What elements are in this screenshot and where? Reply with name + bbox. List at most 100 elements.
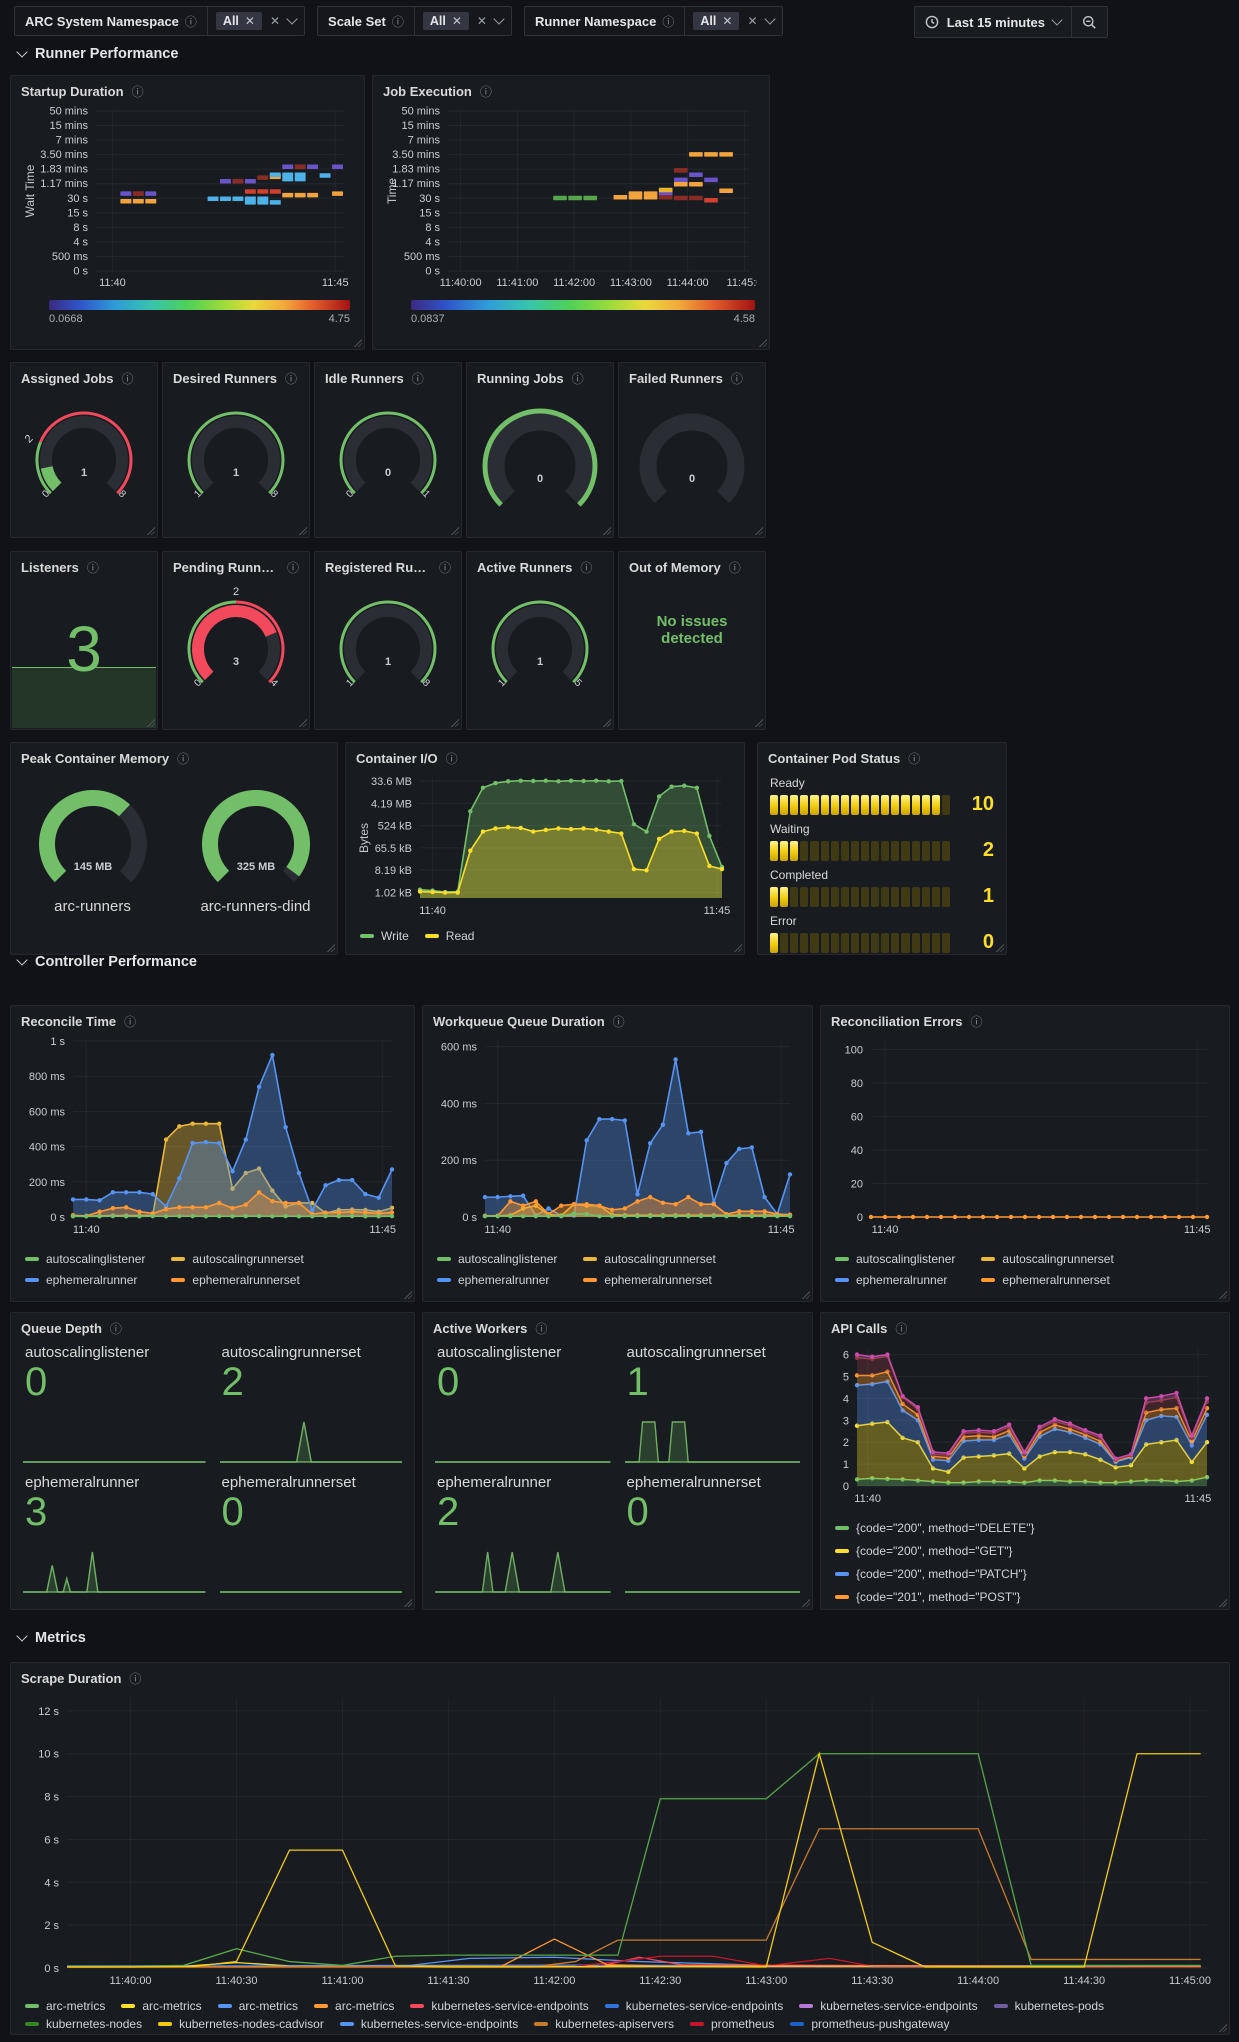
info-icon[interactable]: ⓘ [184,14,197,29]
legend-item[interactable]: kubernetes-pods [993,1999,1104,2013]
filter-chip[interactable]: All ✕ [693,12,740,30]
legend-item[interactable]: ephemeralrunnerset [583,1273,715,1287]
info-icon[interactable]: ⓘ [129,1672,142,1686]
resize-handle[interactable] [403,1290,412,1299]
panel-header[interactable]: Pending Runners ⓘ [163,552,309,579]
legend-item[interactable]: ephemeralrunnerset [981,1273,1113,1287]
resize-handle[interactable] [146,526,155,535]
container-io-chart[interactable]: 11:40 11:45 33.6 MB 4.19 MB 524 kB 65.5 kB 8.1… [356,770,744,925]
info-icon[interactable]: ⓘ [109,1322,122,1336]
panel-header[interactable]: Registered Run... ⓘ [315,552,461,579]
filter-value[interactable]: All ✕ ✕ [685,7,781,35]
legend-item[interactable]: autoscalinglistener [835,1252,955,1266]
legend-item[interactable]: arc-metrics [25,1999,105,2013]
info-icon[interactable]: ⓘ [479,85,492,99]
legend-item[interactable]: autoscalinglistener [25,1252,145,1266]
workqueue-duration-chart[interactable]: 11:40 11:45 0 s 200 ms 400 ms 600 ms [433,1033,812,1244]
info-icon[interactable]: ⓘ [895,1322,908,1336]
legend-item[interactable]: ephemeralrunner [437,1273,557,1287]
stat-cell[interactable]: ephemeralrunner 2 [435,1472,611,1596]
stat-cell[interactable]: ephemeralrunnerset 0 [624,1472,800,1596]
info-icon[interactable]: ⓘ [535,1322,548,1336]
legend-item[interactable]: kubernetes-service-endpoints [410,1999,589,2013]
panel-header[interactable]: Assigned Jobs ⓘ [11,363,157,390]
chevron-down-icon[interactable] [763,13,776,25]
panel-header[interactable]: Active Workers ⓘ [423,1313,812,1340]
legend-item[interactable]: prometheus-pushgateway [790,2017,949,2031]
panel-header[interactable]: API Calls ⓘ [821,1313,1229,1340]
info-icon[interactable]: ⓘ [728,561,741,575]
remove-chip-icon[interactable]: ✕ [244,14,255,28]
resize-handle[interactable] [754,526,763,535]
resize-handle[interactable] [450,718,459,727]
panel-header[interactable]: Container I/O ⓘ [346,743,744,770]
info-icon[interactable]: ⓘ [286,561,299,575]
info-icon[interactable]: ⓘ [662,14,675,29]
legend-item[interactable]: {code="200", method="GET"} [835,1544,1215,1558]
legend-item[interactable]: arc-metrics [314,1999,394,2013]
resize-handle[interactable] [353,338,362,347]
legend-item[interactable]: autoscalinglistener [437,1252,557,1266]
resize-handle[interactable] [602,718,611,727]
filter-label[interactable]: Scale Set ⓘ [318,7,415,35]
legend-item[interactable]: arc-metrics [217,1999,298,2013]
resize-handle[interactable] [1218,1598,1227,1607]
resize-handle[interactable] [754,718,763,727]
scrape-duration-chart[interactable]: 11:40:00 11:40:30 11:41:00 11:41:30 11:42:00… [21,1690,1229,1995]
info-icon[interactable]: ⓘ [86,561,99,575]
info-icon[interactable]: ⓘ [121,372,134,386]
legend-item[interactable]: kubernetes-nodes [25,2017,142,2031]
legend-item[interactable]: kubernetes-service-endpoints [339,2017,518,2031]
filter-value[interactable]: All ✕ ✕ [208,7,304,35]
filter-label[interactable]: Runner Namespace ⓘ [525,7,686,35]
resize-handle[interactable] [801,1598,810,1607]
panel-header[interactable]: Peak Container Memory ⓘ [11,743,337,770]
panel-header[interactable]: Running Jobs ⓘ [467,363,613,390]
panel-header[interactable]: Reconciliation Errors ⓘ [821,1006,1229,1033]
panel-header[interactable]: Startup Duration ⓘ [11,76,364,103]
remove-chip-icon[interactable]: ✕ [722,14,733,28]
panel-header[interactable]: Active Runners ⓘ [467,552,613,579]
clear-all-icon[interactable]: ✕ [747,14,758,28]
chevron-down-icon[interactable] [286,13,298,25]
clear-all-icon[interactable]: ✕ [476,14,487,28]
info-icon[interactable]: ⓘ [177,752,190,766]
info-icon[interactable]: ⓘ [571,372,584,386]
remove-chip-icon[interactable]: ✕ [451,14,462,28]
legend-item[interactable]: arc-metrics [121,1999,202,2013]
section-runner-performance[interactable]: Runner Performance [16,46,178,62]
panel-header[interactable]: Out of Memory ⓘ [619,552,765,579]
resize-handle[interactable] [801,1290,810,1299]
info-icon[interactable]: ⓘ [391,14,404,29]
job-execution-heatmap[interactable]: 50 mins 15 mins 7 mins 3.50 mins 1.83 mins 1.… [383,103,769,296]
stat-cell[interactable]: autoscalinglistener 0 [435,1342,611,1466]
legend-item[interactable]: kubernetes-service-endpoints [604,1999,783,2013]
panel-header[interactable]: Desired Runners ⓘ [163,363,309,390]
resize-handle[interactable] [326,943,335,952]
info-icon[interactable]: ⓘ [438,561,451,575]
api-calls-chart[interactable]: 11:40 11:45 0 1 2 3 4 5 6 [831,1340,1229,1513]
resize-handle[interactable] [403,1598,412,1607]
legend-item[interactable]: kubernetes-apiservers [534,2017,674,2031]
resize-handle[interactable] [1218,1290,1227,1299]
info-icon[interactable]: ⓘ [285,372,298,386]
legend-item[interactable]: ephemeralrunner [835,1273,955,1287]
filter-value[interactable]: All ✕ ✕ [415,7,511,35]
chevron-down-icon[interactable] [493,13,505,25]
legend-item[interactable]: ephemeralrunnerset [171,1273,303,1287]
startup-duration-heatmap[interactable]: 50 mins 15 mins 7 mins 3.50 mins 1.83 mins 1.… [21,103,364,296]
info-icon[interactable]: ⓘ [730,372,743,386]
panel-header[interactable]: Queue Depth ⓘ [11,1313,414,1340]
legend-item[interactable]: {code="200", method="PATCH"} [835,1567,1215,1581]
reconciliation-errors-chart[interactable]: 11:40 11:45 0 20 40 60 80 100 [831,1033,1229,1244]
legend-item[interactable]: autoscalingrunnerset [583,1252,716,1266]
legend-item[interactable]: Write [360,929,409,943]
resize-handle[interactable] [146,718,155,727]
filter-label[interactable]: ARC System Namespace ⓘ [15,7,208,35]
filter-chip[interactable]: All ✕ [422,12,469,30]
stat-cell[interactable]: autoscalinglistener 0 [23,1342,206,1466]
legend-item[interactable]: prometheus [689,2017,774,2031]
legend-item[interactable]: Read [424,929,474,943]
resize-handle[interactable] [733,943,742,952]
zoom-out-button[interactable] [1071,7,1107,37]
